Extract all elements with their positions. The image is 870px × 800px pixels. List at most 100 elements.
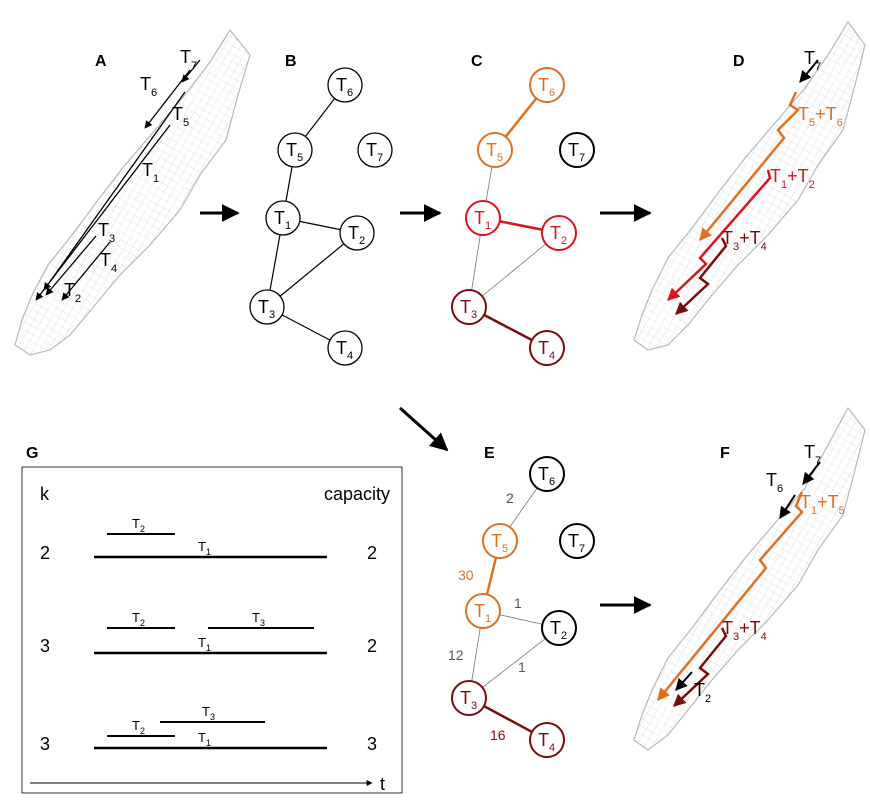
graph-node-t6 <box>327 67 363 103</box>
node-label-t4: T4 <box>538 338 555 362</box>
trip-label-t6: T6 <box>140 74 157 99</box>
panel-label-b: B <box>285 53 297 70</box>
graph-node-t5 <box>482 523 518 559</box>
map-D <box>633 20 866 351</box>
node-label-t3: T3 <box>460 297 477 321</box>
row2-label-t2: T2 <box>132 610 145 628</box>
row2-label-t3: T3 <box>252 610 265 628</box>
trip-arrow-t7 <box>181 59 201 83</box>
panel-c-nodes <box>451 67 595 366</box>
route-label-t3-t4: T3+T4 <box>722 618 767 643</box>
route-label-t5-t6: T5+T6 <box>798 104 843 129</box>
route-label-t3-t4: T3+T4 <box>722 228 767 253</box>
row3-capacity: 3 <box>367 734 377 754</box>
route-arrow-t2 <box>675 671 693 691</box>
panel-b-nodes <box>249 67 393 366</box>
route-label-t1-t2: T1+T2 <box>770 166 815 191</box>
map-A <box>14 28 251 356</box>
panel-e-edge-weights: 2 30 1 12 1 16 <box>448 490 526 743</box>
panel-c-graph: T6 T5 T7 T1 T2 T3 T4 <box>451 67 595 366</box>
node-label-t7: T7 <box>366 140 383 164</box>
trip-label-t1: T1 <box>142 160 159 185</box>
edge-weight-t1-t2: 1 <box>514 595 522 611</box>
node-label-t5: T5 <box>491 531 508 555</box>
panel-e-graph: T6 T5 T7 T1 T2 T3 T4 2 30 1 12 1 16 <box>448 456 595 758</box>
route-arrow-t7 <box>802 461 821 485</box>
trip-label-t7: T7 <box>180 47 197 72</box>
graph-node-t2 <box>541 215 577 251</box>
row2-label-t1: T1 <box>198 635 211 653</box>
manhattan-map-F <box>633 406 866 751</box>
graph-node-t4 <box>529 330 565 366</box>
panel-label-f: F <box>720 445 730 462</box>
graph-node-t5 <box>477 132 513 168</box>
graph-node-t7 <box>559 523 595 559</box>
trip-label-t2: T2 <box>64 280 81 305</box>
route-arrow-t7 <box>799 59 819 83</box>
row3-label-t3: T3 <box>202 704 215 722</box>
node-label-t7: T7 <box>568 140 585 164</box>
graph-node-t2 <box>541 610 577 646</box>
route-label-t7: T7 <box>804 48 821 73</box>
manhattan-map-D <box>633 20 866 351</box>
panel-g-timeline: k capacity 2 2 T2 T1 3 2 T2 T3 T1 3 3 T3… <box>21 466 403 794</box>
route-label-t1-t5: T1+T5 <box>800 492 845 517</box>
graph-node-t1 <box>465 200 501 236</box>
map-F <box>633 406 866 751</box>
panel-a-trips <box>35 59 201 301</box>
row3-label-t1: T1 <box>198 730 211 748</box>
capacity-header: capacity <box>324 484 390 504</box>
trip-label-t4: T4 <box>100 250 117 275</box>
panel-b-node-labels: T6 T5 T7 T1 T2 T3 T4 <box>258 75 383 362</box>
node-label-t5: T5 <box>286 140 303 164</box>
time-axis-label: t <box>380 774 385 794</box>
panel-e-node-labels: T6 T5 T7 T1 T2 T3 T4 <box>460 464 585 754</box>
panel-label-g: G <box>26 445 38 462</box>
row2-k: 3 <box>40 636 50 656</box>
route-label-t7: T7 <box>804 442 821 467</box>
row2-capacity: 2 <box>367 636 377 656</box>
panel-f-labels: T7 T6 T1+T5 T3+T4 T2 <box>694 442 845 705</box>
row1-label-t1: T1 <box>198 539 211 557</box>
edge-weight-t2-t3: 1 <box>518 659 526 675</box>
node-label-t1: T1 <box>474 208 491 232</box>
graph-node-t6 <box>529 67 565 103</box>
edge-weight-t5-t6: 2 <box>506 490 514 506</box>
trip-arrow-t5 <box>43 91 186 291</box>
node-label-t6: T6 <box>538 75 555 99</box>
node-label-t6: T6 <box>538 464 555 488</box>
route-label-t6: T6 <box>766 470 783 495</box>
panel-label-d: D <box>733 53 745 70</box>
panel-c-node-labels: T6 T5 T7 T1 T2 T3 T4 <box>460 75 585 362</box>
route-arrow-t3-t4 <box>673 627 728 707</box>
manhattan-map-A <box>14 28 251 356</box>
graph-node-t3 <box>451 680 487 716</box>
node-label-t2: T2 <box>550 223 567 247</box>
flow-arrow-c-to-e <box>399 406 449 452</box>
panel-f-routes <box>657 461 821 707</box>
panel-a-labels: T7 T6 T5 T1 T3 T4 T2 <box>64 47 197 305</box>
row3-label-t2: T2 <box>132 718 145 736</box>
route-arrow-t6 <box>779 494 796 520</box>
row1-label-t2: T2 <box>132 516 145 534</box>
node-label-t4: T4 <box>336 338 353 362</box>
trip-label-t3: T3 <box>98 220 115 245</box>
node-label-t7: T7 <box>568 531 585 555</box>
panel-label-c: C <box>471 53 483 70</box>
node-label-t6: T6 <box>336 75 353 99</box>
edge-weight-t1-t5: 30 <box>458 567 474 583</box>
node-label-t3: T3 <box>258 297 275 321</box>
graph-node-t2 <box>339 215 375 251</box>
edge-weight-t3-t4: 16 <box>490 727 506 743</box>
row1-capacity: 2 <box>367 543 377 563</box>
graph-node-t1 <box>465 593 501 629</box>
route-label-t2: T2 <box>694 680 711 705</box>
panel-label-a: A <box>95 53 107 70</box>
graph-node-t3 <box>249 289 285 325</box>
route-arrow-t5-t6 <box>699 91 800 241</box>
node-label-t4: T4 <box>538 730 555 754</box>
node-label-t1: T1 <box>274 208 291 232</box>
graph-node-t1 <box>265 200 301 236</box>
